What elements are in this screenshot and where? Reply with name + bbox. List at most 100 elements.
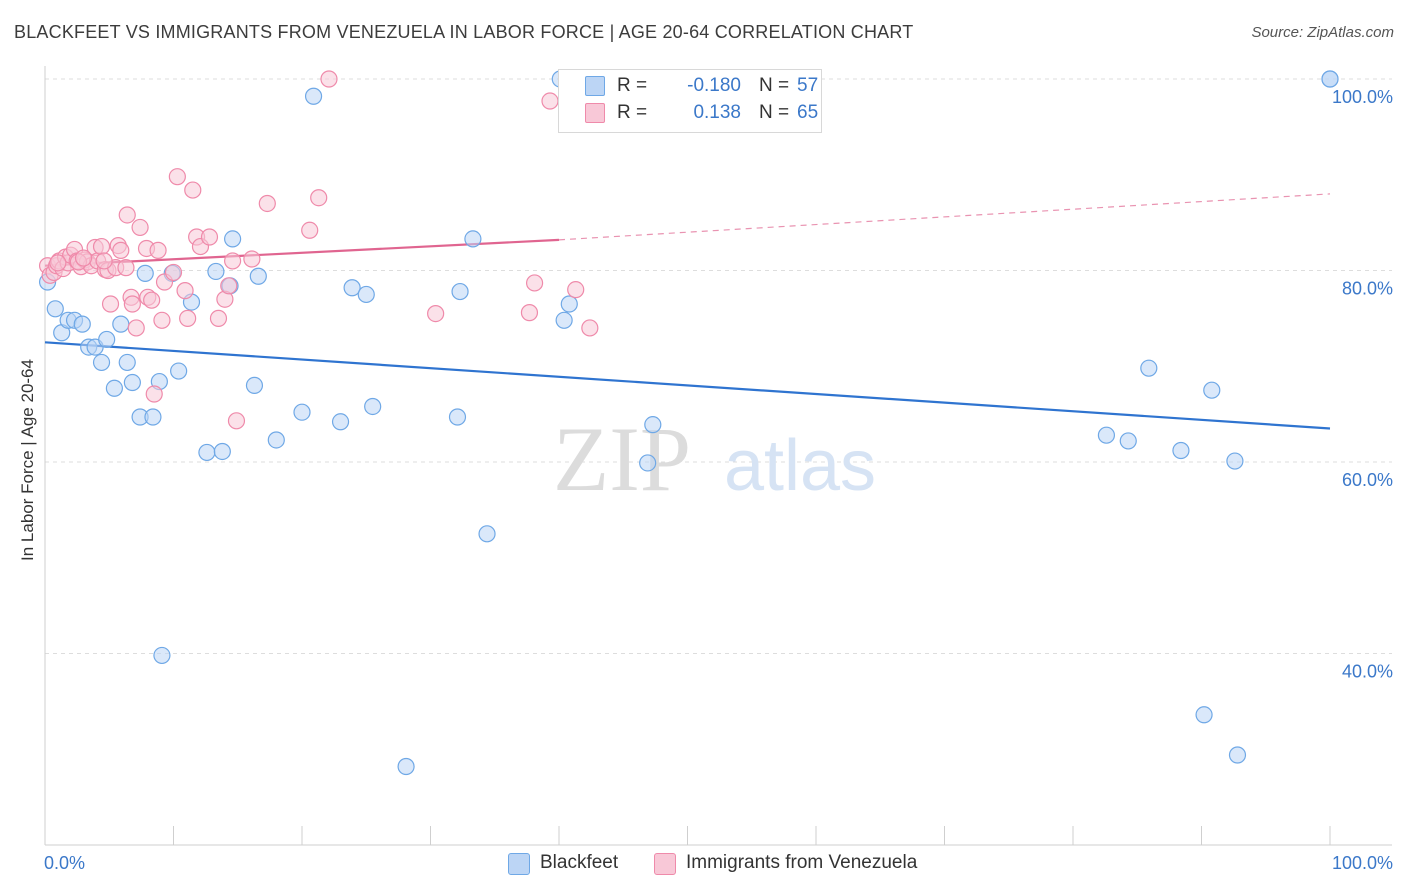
venezuela-point-45 xyxy=(209,309,228,327)
venezuela-point-17 xyxy=(92,237,111,256)
venezuela-point-51 xyxy=(258,194,276,213)
chart-title: BLACKFEET VS IMMIGRANTS FROM VENEZUELA I… xyxy=(14,22,914,42)
blackfeet-point-8 xyxy=(92,353,111,372)
venezuela-point-50 xyxy=(243,250,261,268)
venezuela-point-34 xyxy=(149,241,167,259)
blackfeet-point-39 xyxy=(464,230,482,248)
blackfeet-point-47 xyxy=(1097,426,1116,444)
blackfeet-point-12 xyxy=(118,353,136,372)
venezuela-point-35 xyxy=(153,311,171,329)
venezuela-point-49 xyxy=(227,412,246,430)
venezuela-n-label: N = xyxy=(759,102,790,123)
venezuela-point-28 xyxy=(127,319,145,337)
blackfeet-r-value: -0.180 xyxy=(687,75,741,96)
blackfeet-point-16 xyxy=(144,408,162,426)
venezuela-point-25 xyxy=(118,206,136,224)
data-points xyxy=(38,70,1339,776)
venezuela-point-27 xyxy=(123,295,141,313)
watermark-atlas: atlas xyxy=(724,426,876,506)
blackfeet-trend-line xyxy=(44,341,1331,430)
venezuela-point-59 xyxy=(567,281,585,299)
blackfeet-point-54 xyxy=(1228,746,1247,764)
y-tick-label-100: 100.0% xyxy=(1332,87,1393,107)
blackfeet-point-43 xyxy=(560,295,578,313)
blackfeet-point-13 xyxy=(123,373,141,392)
bottom-venezuela-label: Immigrants from Venezuela xyxy=(686,852,918,873)
venezuela-point-24 xyxy=(117,259,135,277)
blackfeet-point-31 xyxy=(304,87,323,105)
blackfeet-point-44 xyxy=(639,454,657,472)
venezuela-point-41 xyxy=(184,181,202,199)
blackfeet-point-35 xyxy=(364,397,382,416)
venezuela-point-64 xyxy=(95,252,113,270)
trend-lines xyxy=(44,193,1331,430)
blackfeet-point-40 xyxy=(478,525,496,543)
bottom-blackfeet-swatch xyxy=(508,853,530,875)
y-tick-label-40: 40.0% xyxy=(1342,662,1393,682)
venezuela-point-60 xyxy=(581,319,599,337)
venezuela-point-48 xyxy=(224,252,242,270)
blackfeet-point-49 xyxy=(1140,359,1158,377)
blackfeet-point-11 xyxy=(112,315,130,333)
bottom-venezuela-swatch xyxy=(654,853,676,875)
blackfeet-point-15 xyxy=(136,264,154,282)
x-tick-label-max: 100.0% xyxy=(1332,853,1393,873)
venezuela-point-55 xyxy=(427,304,445,323)
tick-labels: 40.0% 60.0% 80.0% 100.0% 0.0% 100.0% xyxy=(44,87,1393,873)
venezuela-point-39 xyxy=(176,282,194,300)
venezuela-swatch xyxy=(585,103,605,123)
blackfeet-point-26 xyxy=(224,230,242,248)
x-tick-label-min: 0.0% xyxy=(44,853,85,873)
blackfeet-n-label: N = xyxy=(759,75,790,96)
venezuela-trend-extension xyxy=(558,193,1331,241)
blackfeet-point-5 xyxy=(73,315,91,333)
blackfeet-point-1 xyxy=(46,300,64,318)
blackfeet-point-38 xyxy=(451,282,469,301)
blackfeet-point-53 xyxy=(1226,452,1244,470)
blackfeet-r-label: R = xyxy=(617,75,648,96)
venezuela-point-57 xyxy=(525,274,544,292)
blackfeet-point-28 xyxy=(249,267,267,285)
grid-lines xyxy=(45,78,1392,654)
venezuela-point-52 xyxy=(301,221,319,239)
y-tick-label-60: 60.0% xyxy=(1342,470,1393,490)
venezuela-point-63 xyxy=(74,249,93,267)
venezuela-point-58 xyxy=(541,92,559,110)
venezuela-point-47 xyxy=(220,277,238,295)
blackfeet-point-37 xyxy=(448,408,467,426)
venezuela-point-32 xyxy=(143,291,161,309)
bottom-blackfeet-label: Blackfeet xyxy=(540,852,619,873)
venezuela-point-40 xyxy=(179,309,197,327)
blackfeet-point-29 xyxy=(267,431,285,449)
venezuela-r-value: 0.138 xyxy=(693,102,741,123)
y-tick-label-80: 80.0% xyxy=(1342,279,1393,299)
blackfeet-point-56 xyxy=(1321,70,1339,88)
blackfeet-point-10 xyxy=(105,379,123,397)
venezuela-point-54 xyxy=(320,70,338,88)
venezuela-point-44 xyxy=(200,228,219,246)
venezuela-point-29 xyxy=(131,218,149,237)
blackfeet-point-20 xyxy=(170,362,188,380)
blackfeet-point-36 xyxy=(397,757,415,776)
venezuela-point-20 xyxy=(101,295,120,313)
y-axis-label: In Labor Force | Age 20-64 xyxy=(18,359,37,561)
blackfeet-point-45 xyxy=(644,416,662,434)
venezuela-point-38 xyxy=(168,168,186,186)
venezuela-point-61 xyxy=(49,254,67,272)
blackfeet-point-33 xyxy=(343,279,361,297)
blackfeet-point-52 xyxy=(1203,381,1221,399)
blackfeet-point-24 xyxy=(213,442,231,461)
venezuela-point-56 xyxy=(520,304,539,322)
venezuela-point-53 xyxy=(310,189,328,207)
venezuela-point-37 xyxy=(164,263,183,282)
axes xyxy=(44,66,1392,846)
blackfeet-point-23 xyxy=(207,262,225,281)
blackfeet-point-42 xyxy=(555,311,573,329)
venezuela-n-value: 65 xyxy=(797,102,819,123)
venezuela-point-33 xyxy=(145,385,163,403)
blackfeet-point-50 xyxy=(1172,441,1190,460)
blackfeet-point-18 xyxy=(153,646,171,665)
stats-legend: R = -0.180 N = 57 R = 0.138 N = 65 xyxy=(558,69,822,133)
venezuela-point-23 xyxy=(112,241,130,259)
